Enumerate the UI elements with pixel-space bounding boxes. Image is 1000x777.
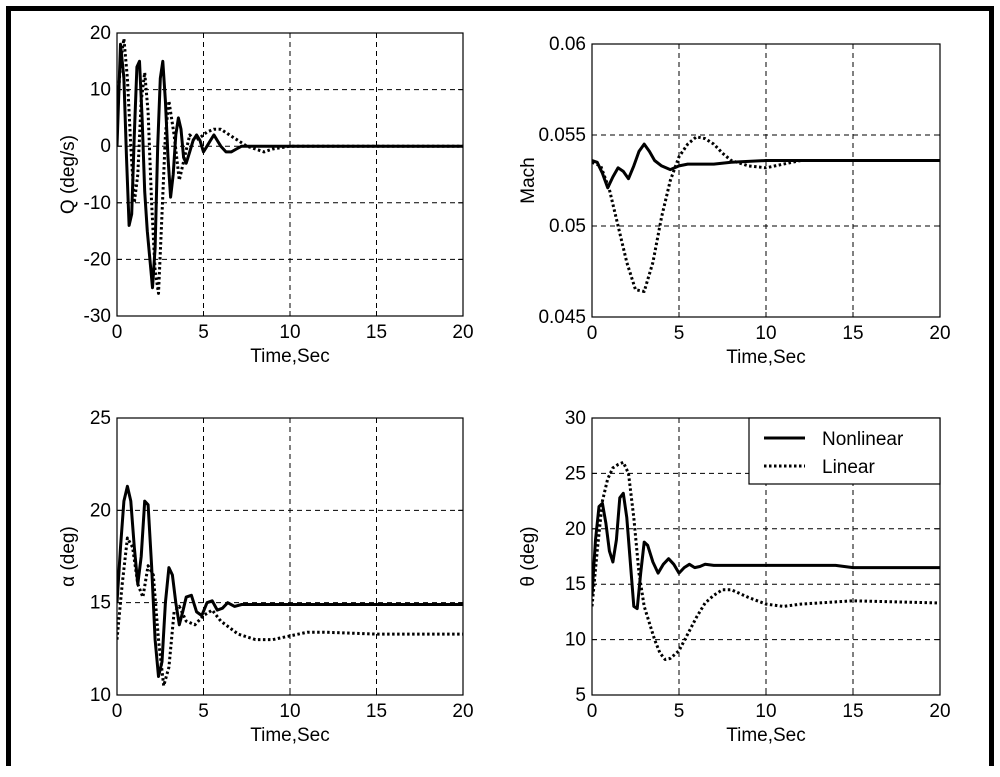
y-tick-label: 0.045: [538, 307, 586, 328]
y-axis-label: α (deg): [58, 526, 79, 587]
x-tick-label: 20: [452, 322, 473, 343]
series-linear-line: [117, 37, 463, 295]
subplot-1: 0 5 10 15 20 -30 -20 -10 0 10 20 Time,Sec Q (deg/s): [58, 23, 474, 367]
y-tick-label: 0.055: [538, 125, 586, 146]
y-tick-label: 25: [565, 463, 586, 484]
y-tick-label: 10: [565, 630, 586, 651]
axes-border: [116, 417, 464, 696]
x-tick-label: 20: [452, 701, 473, 722]
x-axis-label: Time,Sec: [250, 725, 330, 746]
y-tick-label: -30: [84, 306, 111, 327]
y-tick-label: 0.06: [549, 34, 586, 55]
series-linear-line: [592, 135, 940, 293]
y-tick-label: 30: [565, 408, 586, 429]
legend: Nonlinear Linear: [748, 417, 941, 485]
x-tick-label: 0: [112, 322, 123, 343]
x-tick-label: 0: [587, 323, 598, 344]
y-tick-label: 10: [90, 685, 111, 706]
y-tick-label: 0: [100, 136, 111, 157]
x-tick-label: 5: [198, 322, 209, 343]
legend-label-linear: Linear: [822, 457, 875, 478]
series-nonlinear-line: [592, 491, 940, 611]
y-tick-label: 10: [90, 80, 111, 101]
series-linear-line: [117, 536, 463, 688]
y-axis-label: Mach: [518, 157, 539, 203]
x-tick-label: 15: [366, 701, 387, 722]
series-linear-line: [592, 460, 940, 661]
x-tick-label: 0: [112, 701, 123, 722]
y-tick-label: 20: [565, 519, 586, 540]
y-tick-label: 0.05: [549, 216, 586, 237]
y-tick-label: 20: [90, 23, 111, 44]
y-tick-label: -10: [84, 193, 111, 214]
y-tick-label: 20: [90, 500, 111, 521]
x-axis-label: Time,Sec: [726, 347, 806, 368]
legend-box: [748, 417, 941, 485]
x-tick-label: 15: [842, 323, 863, 344]
subplot-2: 0 5 10 15 20 0.045 0.05 0.055 0.06 Time,Sec Mach: [518, 34, 951, 368]
x-tick-label: 20: [929, 701, 950, 722]
x-tick-label: 15: [366, 322, 387, 343]
x-tick-label: 10: [279, 701, 300, 722]
x-axis-label: Time,Sec: [250, 346, 330, 367]
y-tick-label: 15: [565, 574, 586, 595]
x-tick-label: 5: [674, 323, 685, 344]
subplot-3: 0 5 10 15 20 10 15 20 25 Time,Sec α (deg): [58, 408, 474, 746]
x-tick-label: 20: [929, 323, 950, 344]
y-tick-label: -20: [84, 249, 111, 270]
axes-border: [116, 32, 464, 317]
series-nonlinear-line: [117, 42, 463, 290]
axes-border: [591, 43, 941, 318]
legend-label-nonlinear: Nonlinear: [822, 429, 904, 450]
y-axis-label: Q (deg/s): [58, 135, 79, 214]
x-tick-label: 5: [198, 701, 209, 722]
series-nonlinear-line: [117, 484, 463, 678]
x-tick-label: 10: [279, 322, 300, 343]
x-tick-label: 0: [587, 701, 598, 722]
y-tick-label: 25: [90, 408, 111, 429]
x-tick-label: 15: [842, 701, 863, 722]
x-axis-label: Time,Sec: [726, 725, 806, 746]
x-tick-label: 5: [674, 701, 685, 722]
y-tick-label: 15: [90, 593, 111, 614]
y-axis-label: θ (deg): [518, 526, 539, 586]
x-tick-label: 10: [755, 701, 776, 722]
x-tick-label: 10: [755, 323, 776, 344]
y-tick-label: 5: [575, 685, 586, 706]
